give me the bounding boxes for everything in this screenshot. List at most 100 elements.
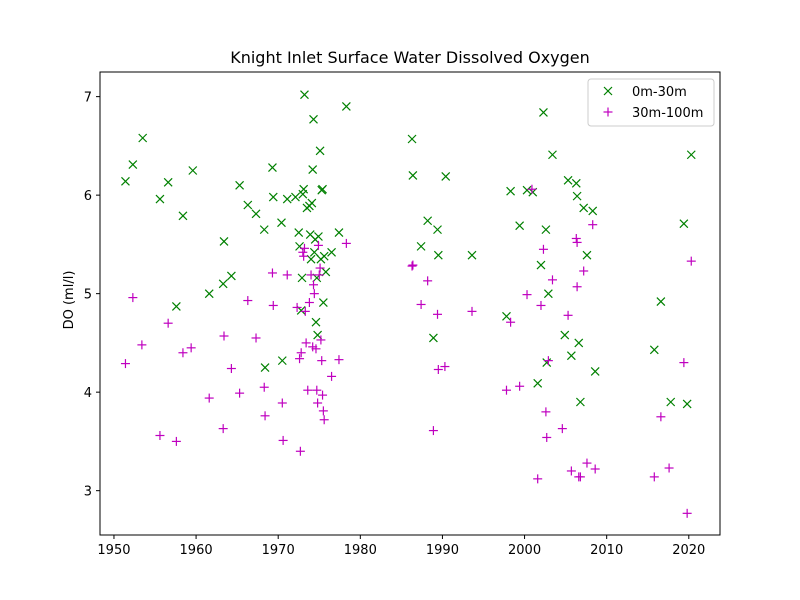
data-point-shallow bbox=[334, 228, 344, 237]
x-tick-label: 2010 bbox=[590, 543, 623, 558]
data-point-shallow bbox=[299, 184, 309, 194]
data-point-deep bbox=[543, 356, 553, 366]
data-point-shallow bbox=[309, 114, 318, 124]
data-point-shallow bbox=[251, 209, 261, 219]
data-point-deep bbox=[295, 354, 305, 364]
x-tick-label: 1960 bbox=[180, 543, 213, 558]
data-point-shallow bbox=[138, 133, 148, 143]
plot-area: 1950 1960 1970 1980 1990 2000 2010 2020 3 4 5 6 7 0m-… bbox=[84, 71, 721, 558]
data-point-shallow bbox=[590, 367, 600, 376]
data-point-deep bbox=[317, 356, 327, 366]
data-point-shallow bbox=[566, 351, 576, 361]
data-point-shallow bbox=[226, 271, 236, 281]
data-point-deep bbox=[557, 424, 567, 434]
data-point-deep bbox=[155, 431, 165, 441]
data-point-shallow bbox=[515, 221, 525, 231]
data-point-shallow bbox=[294, 228, 304, 237]
data-point-deep bbox=[218, 424, 228, 434]
y-tick-label: 3 bbox=[84, 485, 92, 500]
data-point-shallow bbox=[542, 358, 552, 368]
y-tick-label: 4 bbox=[84, 386, 92, 401]
data-point-deep bbox=[306, 270, 316, 280]
data-point-shallow bbox=[297, 273, 307, 283]
data-point-deep bbox=[566, 466, 576, 476]
data-point-deep bbox=[433, 365, 443, 375]
data-point-deep bbox=[318, 406, 328, 416]
data-point-deep bbox=[120, 359, 130, 369]
data-point-deep bbox=[501, 385, 511, 395]
data-point-shallow bbox=[219, 237, 229, 246]
data-point-shallow bbox=[282, 194, 292, 204]
data-point-deep bbox=[582, 458, 592, 468]
data-point-shallow bbox=[318, 298, 328, 307]
data-point-shallow bbox=[539, 107, 548, 117]
legend-label-shallow: 0m-30m bbox=[632, 85, 687, 100]
data-point-shallow bbox=[319, 251, 329, 261]
data-point-shallow bbox=[218, 279, 228, 289]
y-tick-label: 7 bbox=[84, 91, 92, 106]
data-point-shallow bbox=[277, 356, 287, 366]
data-point-shallow bbox=[313, 330, 323, 340]
data-point-shallow bbox=[155, 194, 165, 204]
data-point-deep bbox=[300, 306, 310, 316]
data-point-deep bbox=[313, 240, 323, 250]
data-point-shallow bbox=[574, 338, 584, 348]
data-point-shallow bbox=[543, 289, 553, 299]
data-point-deep bbox=[416, 299, 426, 309]
data-point-shallow bbox=[295, 241, 304, 251]
data-point-deep bbox=[313, 398, 323, 408]
data-point-shallow bbox=[588, 206, 598, 216]
data-point-deep bbox=[541, 407, 551, 417]
legend-marker-shallow bbox=[603, 86, 613, 96]
data-point-shallow bbox=[309, 247, 319, 257]
data-point-shallow bbox=[416, 241, 426, 251]
axes-frame bbox=[99, 71, 721, 536]
data-point-deep bbox=[178, 348, 188, 358]
data-point-deep bbox=[428, 426, 438, 436]
data-point-shallow bbox=[428, 333, 438, 343]
data-point-shallow bbox=[656, 297, 666, 306]
data-point-deep bbox=[467, 306, 477, 316]
data-point-shallow bbox=[243, 200, 253, 210]
data-point-deep bbox=[433, 309, 443, 319]
data-point-shallow bbox=[441, 171, 451, 181]
y-tick-label: 5 bbox=[84, 288, 92, 303]
data-point-deep bbox=[522, 290, 532, 300]
data-point-deep bbox=[301, 338, 311, 348]
data-point-shallow bbox=[533, 378, 543, 388]
data-point-shallow bbox=[407, 134, 417, 144]
data-point-shallow bbox=[314, 232, 323, 241]
data-point-deep bbox=[542, 432, 552, 442]
data-point-shallow bbox=[548, 150, 557, 160]
data-point-shallow bbox=[291, 192, 300, 202]
data-point-deep bbox=[259, 382, 269, 392]
x-tick-label: 1990 bbox=[426, 543, 459, 558]
data-point-deep bbox=[318, 390, 328, 400]
data-point-shallow bbox=[572, 191, 582, 201]
data-point-deep bbox=[407, 261, 417, 271]
data-point-deep bbox=[315, 263, 325, 273]
x-tick-label: 1950 bbox=[97, 543, 130, 558]
data-point-shallow bbox=[277, 218, 286, 228]
x-tick-label: 2020 bbox=[672, 543, 705, 558]
data-point-deep bbox=[571, 233, 581, 243]
data-point-shallow bbox=[560, 330, 570, 340]
data-point-deep bbox=[314, 270, 324, 280]
data-point-shallow bbox=[171, 302, 181, 311]
data-point-deep bbox=[547, 275, 557, 285]
data-point-deep bbox=[575, 472, 585, 482]
data-point-deep bbox=[296, 348, 306, 358]
data-point-deep bbox=[515, 381, 525, 391]
y-axis-label: DO (ml/l) bbox=[62, 271, 77, 330]
data-point-deep bbox=[267, 268, 277, 278]
data-point-shallow bbox=[268, 163, 277, 172]
data-point-deep bbox=[686, 256, 696, 266]
data-point-deep bbox=[649, 472, 659, 482]
data-point-deep bbox=[299, 251, 309, 261]
data-point-shallow bbox=[307, 198, 317, 208]
legend-box bbox=[587, 78, 715, 127]
data-point-deep bbox=[219, 331, 229, 341]
data-point-shallow bbox=[128, 160, 138, 170]
data-point-deep bbox=[309, 280, 319, 290]
